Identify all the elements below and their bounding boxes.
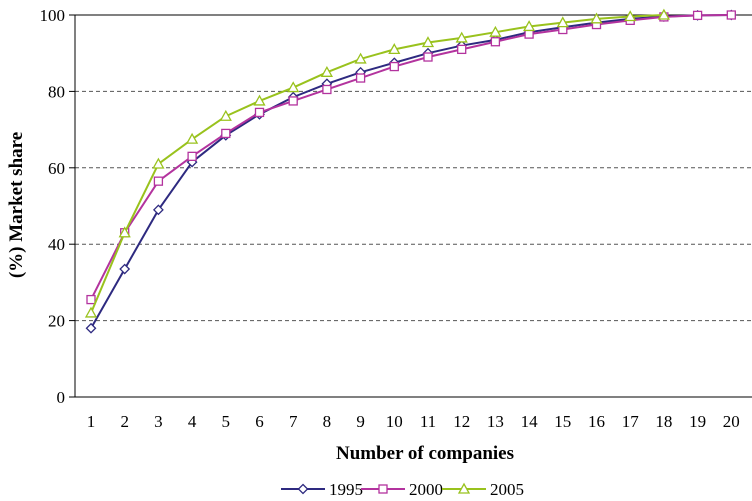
data-point-2005 — [556, 16, 569, 28]
data-point-2005 — [354, 52, 367, 64]
series-lines — [84, 8, 737, 334]
data-point-2000 — [524, 29, 534, 39]
data-point-2005 — [489, 25, 502, 37]
data-point-2000 — [221, 128, 231, 139]
data-point-2005 — [522, 20, 536, 32]
y-axis-title: (%) Market share — [6, 132, 27, 278]
legend: 1995 2000 2005 — [281, 480, 524, 499]
y-tick-label: 80 — [48, 82, 65, 101]
legend-label-1995: 1995 — [329, 480, 363, 499]
x-axis-title: Number of companies — [336, 443, 514, 464]
data-point-2000 — [355, 73, 366, 83]
data-point-2000 — [692, 10, 703, 21]
x-tick-label: 1 — [87, 412, 96, 431]
data-point-2005 — [624, 10, 637, 22]
data-point-2000 — [457, 44, 467, 55]
x-tick-label: 18 — [655, 412, 672, 431]
data-point-2005 — [388, 43, 401, 55]
data-point-2005 — [320, 65, 334, 77]
legend-marker-1995 — [297, 483, 309, 495]
x-tick-label: 17 — [622, 412, 640, 431]
x-tick-label: 13 — [487, 412, 504, 431]
x-tick-label: 9 — [356, 412, 365, 431]
x-tick-label: 7 — [289, 412, 298, 431]
data-point-2005 — [657, 8, 671, 20]
x-tick-label: 15 — [554, 412, 571, 431]
data-point-1995 — [152, 204, 164, 216]
y-tick-label: 100 — [40, 6, 66, 25]
x-tick-label: 14 — [521, 412, 539, 431]
x-tick-label: 3 — [154, 412, 163, 431]
data-point-1995 — [85, 322, 97, 334]
data-point-2000 — [389, 61, 399, 72]
data-point-2000 — [726, 10, 736, 20]
data-point-2000 — [288, 96, 298, 106]
x-tick-label: 12 — [453, 412, 470, 431]
x-tick-label: 20 — [723, 412, 740, 431]
x-tick-label: 16 — [588, 412, 605, 431]
x-tick-label: 6 — [255, 412, 264, 431]
legend-label-2000: 2000 — [409, 480, 443, 499]
data-point-2005 — [152, 157, 165, 169]
x-tick-label: 11 — [420, 412, 436, 431]
x-tick-labels: 1 2 3 4 5 6 7 8 9 10 11 12 13 14 15 16 17 18 19 20 — [87, 412, 740, 431]
data-point-2005 — [84, 306, 98, 318]
y-tick-label: 20 — [48, 312, 65, 331]
data-point-2000 — [187, 151, 197, 161]
series-line-1995 — [90, 14, 732, 329]
data-point-2000 — [423, 52, 433, 62]
x-tick-label: 4 — [188, 412, 197, 431]
data-point-2005 — [253, 94, 266, 106]
data-point-2000 — [86, 294, 96, 305]
data-point-2005 — [455, 31, 468, 43]
data-point-2000 — [153, 176, 164, 186]
data-point-2000 — [322, 84, 332, 95]
x-tick-label: 5 — [222, 412, 231, 431]
series-line-2005 — [90, 14, 664, 314]
data-point-2005 — [287, 81, 300, 93]
x-tick-label: 19 — [689, 412, 706, 431]
data-point-2005 — [118, 226, 131, 238]
x-tick-label: 2 — [120, 412, 129, 431]
x-tick-label: 8 — [323, 412, 332, 431]
data-point-2005 — [421, 36, 435, 48]
legend-marker-2005 — [457, 482, 471, 494]
y-tick-label: 60 — [48, 159, 65, 178]
y-tick-label: 40 — [48, 235, 65, 254]
data-point-2005 — [590, 12, 603, 24]
data-point-1995 — [119, 263, 131, 275]
x-tick-label: 10 — [386, 412, 403, 431]
y-tick-labels: 0 20 40 60 80 100 — [40, 6, 66, 407]
data-point-2000 — [490, 37, 501, 47]
data-point-2000 — [254, 107, 265, 118]
data-point-2005 — [185, 132, 199, 144]
legend-marker-2000 — [378, 484, 388, 494]
y-tick-label: 0 — [57, 388, 66, 407]
legend-label-2005: 2005 — [490, 480, 524, 499]
axes — [69, 14, 752, 398]
gridlines — [75, 14, 752, 322]
data-point-2005 — [219, 109, 232, 121]
